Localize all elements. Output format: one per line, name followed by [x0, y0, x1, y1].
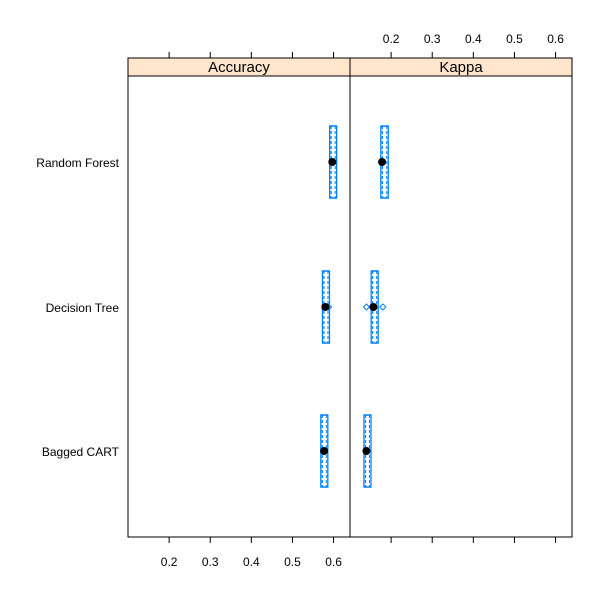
top-tick-label: 0.3: [424, 32, 441, 46]
panel-border: [349, 57, 573, 538]
strip-label: Kappa: [439, 59, 483, 76]
median-point: [328, 158, 337, 166]
category-label: Bagged CART: [42, 445, 120, 459]
median-point: [369, 303, 378, 311]
strip-background: [350, 58, 572, 76]
category-label: Decision Tree: [46, 301, 120, 315]
bottom-tick-label: 0.5: [284, 555, 301, 569]
median-point: [362, 447, 371, 455]
bottom-tick-label: 0.6: [325, 555, 342, 569]
bottom-tick-label: 0.2: [161, 555, 178, 569]
panel-accuracy: Accuracy: [127, 52, 351, 543]
box-bagged-cart: [320, 414, 329, 488]
category-label: Random Forest: [36, 156, 119, 170]
panel-kappa: Kappa: [349, 52, 573, 543]
strip-label: Accuracy: [208, 59, 270, 76]
box-decision-tree: [362, 270, 387, 344]
box-random-forest: [378, 125, 389, 199]
panel-border: [127, 57, 351, 538]
box-random-forest: [328, 125, 338, 199]
median-point: [320, 447, 329, 455]
box-decision-tree: [321, 270, 333, 344]
top-tick-label: 0.4: [465, 32, 482, 46]
top-tick-label: 0.5: [506, 32, 523, 46]
median-point: [321, 303, 330, 311]
top-tick-label: 0.2: [383, 32, 400, 46]
strip-background: [128, 58, 350, 76]
box-bagged-cart: [362, 414, 372, 488]
labels-layer: 0.2 0.3 0.4 0.5 0.6 0.2 0.3 0.4 0.5 0.6 Random For…: [36, 32, 564, 569]
panels-layer: Accuracy Kappa: [127, 52, 573, 543]
outlier-point: [379, 303, 387, 311]
outlier-point: [362, 303, 371, 311]
median-point: [378, 158, 387, 166]
bottom-tick-label: 0.4: [243, 555, 260, 569]
bottom-tick-label: 0.3: [202, 555, 219, 569]
top-tick-label: 0.6: [547, 32, 564, 46]
